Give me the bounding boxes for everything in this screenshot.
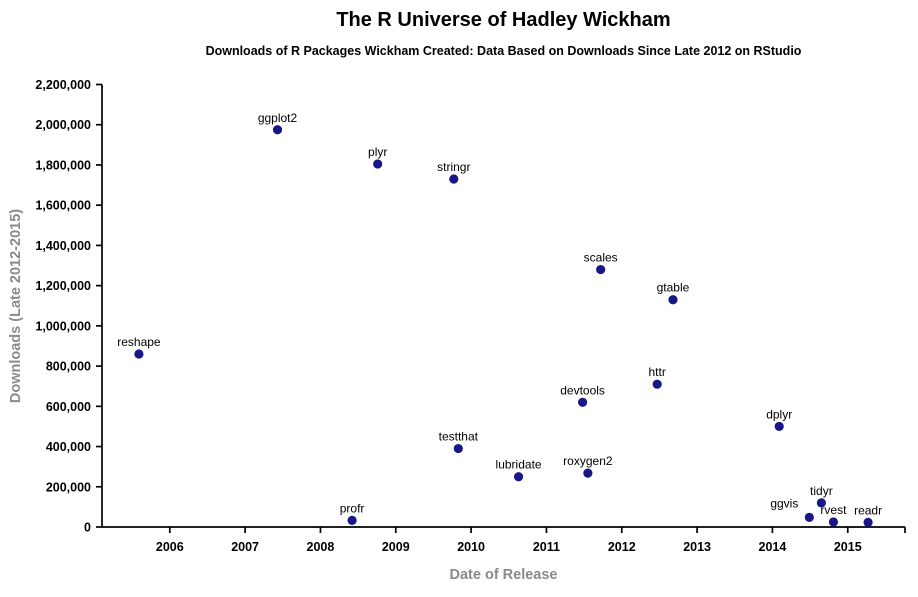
x-tick-label: 2008: [307, 540, 335, 554]
x-tick-label: 2013: [683, 540, 711, 554]
y-tick-label: 1,000,000: [35, 319, 91, 333]
data-point: [449, 174, 459, 184]
point-label: plyr: [368, 145, 387, 159]
point-label: stringr: [437, 160, 470, 174]
point-label: httr: [648, 365, 665, 379]
x-tick-label: 2015: [834, 540, 862, 554]
chart-title: The R Universe of Hadley Wickham: [336, 9, 671, 31]
data-point: [347, 515, 357, 525]
data-point: [453, 443, 463, 454]
y-tick-label: 1,600,000: [35, 199, 91, 213]
x-tick-label: 2006: [156, 540, 184, 554]
point-label: devtools: [560, 383, 605, 397]
data-point: [668, 295, 678, 305]
y-tick-label: 400,000: [46, 440, 91, 454]
y-tick-label: 1,200,000: [35, 279, 91, 293]
point-label: roxygen2: [563, 454, 613, 468]
x-axis-title: Date of Release: [449, 567, 558, 583]
x-tick-label: 2011: [533, 540, 560, 554]
point-label: testthat: [439, 430, 479, 444]
x-tick-label: 2010: [457, 540, 485, 554]
y-tick-label: 800,000: [46, 360, 91, 374]
y-tick-label: 1,400,000: [35, 239, 91, 253]
data-point: [652, 379, 662, 389]
point-label: profr: [340, 501, 365, 515]
chart-subtitle: Downloads of R Packages Wickham Created:…: [205, 44, 802, 58]
x-tick-label: 2009: [382, 540, 410, 554]
point-label: ggvis: [770, 496, 798, 510]
data-point: [828, 517, 839, 527]
point-label: lubridate: [496, 458, 542, 472]
data-point: [804, 512, 814, 522]
x-tick-label: 2007: [231, 540, 259, 554]
point-label: dplyr: [766, 407, 792, 421]
point-label: gtable: [657, 281, 690, 295]
point-label: readr: [854, 503, 882, 517]
y-axis-title: Downloads (Late 2012-2015): [8, 208, 24, 404]
point-label: reshape: [117, 335, 161, 349]
data-point: [816, 498, 826, 508]
data-point: [513, 472, 524, 482]
y-tick-label: 1,800,000: [35, 158, 91, 172]
data-point: [272, 125, 283, 135]
data-point: [774, 421, 784, 432]
x-tick-label: 2012: [608, 540, 636, 554]
y-tick-label: 200,000: [46, 480, 91, 494]
y-tick-label: 600,000: [46, 400, 91, 414]
y-tick-label: 0: [84, 521, 91, 535]
point-label: rvest: [820, 503, 847, 517]
point-label: scales: [584, 251, 618, 265]
x-tick-label: 2014: [759, 540, 787, 554]
data-point: [863, 517, 873, 527]
y-tick-label: 2,000,000: [35, 118, 91, 132]
point-label: tidyr: [810, 484, 833, 498]
data-point: [134, 349, 144, 359]
data-point: [596, 264, 606, 275]
data-point: [577, 397, 588, 407]
data-point: [373, 159, 383, 169]
data-point: [583, 468, 593, 478]
point-label: ggplot2: [258, 111, 298, 125]
y-tick-label: 2,200,000: [35, 78, 91, 92]
